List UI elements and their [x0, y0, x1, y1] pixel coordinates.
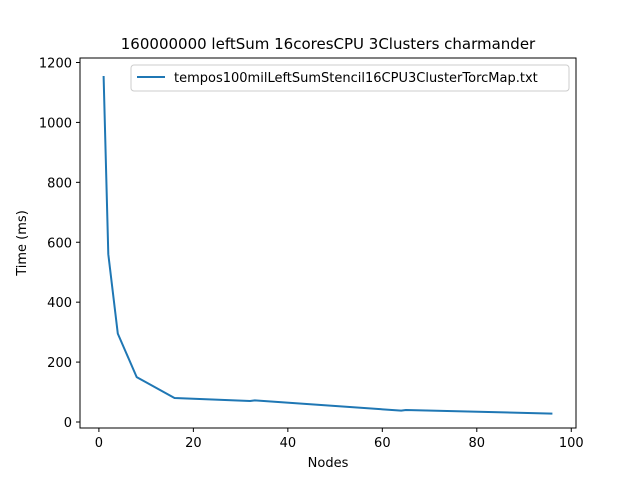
x-tick-label: 60: [374, 436, 391, 451]
y-tick-label: 1200: [39, 56, 72, 71]
legend-label: tempos100milLeftSumStencil16CPU3ClusterT…: [174, 71, 538, 86]
y-tick-label: 600: [47, 236, 72, 251]
plot-frame: [79, 57, 577, 429]
x-tick-label: 40: [280, 436, 297, 451]
legend-box: [130, 64, 570, 92]
y-axis: 0 200 400 600 800 1000 1200: [39, 56, 80, 431]
x-tick-label: 100: [559, 436, 584, 451]
y-tick-label: 0: [64, 416, 72, 431]
y-tick-label: 400: [47, 296, 72, 311]
x-axis: 0 20 40 60 80 100: [95, 428, 584, 451]
legend: tempos100milLeftSumStencil16CPU3ClusterT…: [130, 64, 570, 92]
series-line-0: [102, 75, 553, 415]
x-tick-label: 0: [95, 436, 103, 451]
chart-title: 160000000 leftSum 16coresCPU 3Clusters c…: [121, 35, 536, 53]
y-tick-label: 200: [47, 356, 72, 371]
y-tick-label: 800: [47, 176, 72, 191]
x-tick-label: 20: [185, 436, 202, 451]
x-tick-label: 80: [469, 436, 486, 451]
y-axis-label: Time (ms): [15, 210, 30, 277]
y-tick-label: 1000: [39, 116, 72, 131]
plot-area: [102, 75, 553, 415]
x-axis-label: Nodes: [308, 456, 349, 471]
